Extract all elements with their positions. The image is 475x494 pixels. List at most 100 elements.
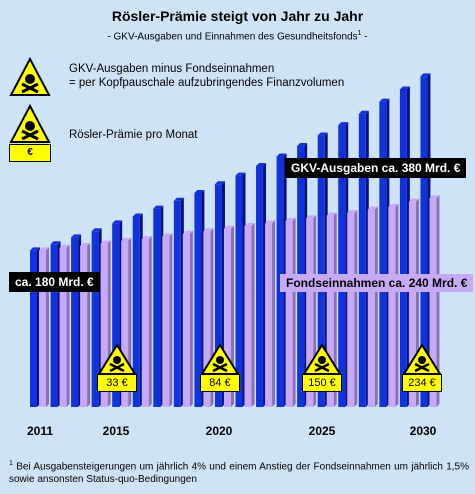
bar-front <box>223 228 231 407</box>
bar-side <box>66 244 70 407</box>
bar-front <box>429 198 437 407</box>
x-tick-label: 2015 <box>102 424 130 438</box>
bar-side <box>230 225 234 407</box>
bar-top <box>244 223 255 227</box>
gkv-bar <box>173 197 184 407</box>
fonds-bar <box>162 233 173 407</box>
bar-front <box>367 209 375 407</box>
premium-value: 150 € <box>302 374 342 392</box>
legend-item1-line1: GKV-Ausgaben minus Fondseinnahmen <box>69 63 275 75</box>
bar-front <box>285 220 293 407</box>
bar-top <box>285 217 296 221</box>
bar-top <box>399 86 410 90</box>
bar-front <box>153 208 161 407</box>
bar-top <box>91 228 102 232</box>
bar-top <box>162 233 173 237</box>
bar-top <box>317 132 328 136</box>
bar-front <box>173 200 181 407</box>
bar-top <box>420 73 431 77</box>
bar-front <box>420 76 428 408</box>
bar-front <box>59 247 67 407</box>
bar-top <box>367 206 378 210</box>
footnote-mark: 1 <box>9 460 13 467</box>
bar-front <box>399 89 407 407</box>
bar-top <box>379 98 390 102</box>
bar-top <box>306 215 317 219</box>
gkv-end-label: GKV-Ausgaben ca. 380 Mrd. € <box>285 158 467 178</box>
bar-front <box>338 125 346 408</box>
bar-top <box>429 195 440 199</box>
bar-side <box>169 233 173 407</box>
bar-front <box>306 218 314 407</box>
chart-subtitle: - GKV-Ausgaben und Einnahmen des Gesundh… <box>107 30 368 43</box>
fonds-bar <box>285 217 296 407</box>
x-tick-label: 2025 <box>308 424 336 438</box>
hazard-icon <box>97 343 137 375</box>
bar-front <box>244 226 252 407</box>
bar-top <box>203 228 214 232</box>
premium-value: 33 € <box>97 374 137 392</box>
bar-front <box>50 244 58 407</box>
fonds-bar <box>388 203 399 407</box>
bar-front <box>132 216 140 407</box>
start-value-label: ca. 180 Mrd. € <box>9 272 100 292</box>
bar-top <box>173 197 184 201</box>
gkv-bar <box>358 110 369 407</box>
subtitle-text: - GKV-Ausgaben und Einnahmen des Gesundh… <box>107 31 358 43</box>
bar-top <box>121 237 132 241</box>
bar-front <box>39 250 46 407</box>
bar-front <box>80 246 88 407</box>
fonds-bar <box>80 243 91 407</box>
hazard-icon <box>200 343 240 375</box>
bar-front <box>91 231 99 407</box>
bar-side <box>395 203 399 407</box>
gkv-bar <box>153 205 164 407</box>
fonds-bar <box>429 195 440 407</box>
bar-side <box>272 220 276 407</box>
x-tick-label: 2030 <box>409 424 437 438</box>
premium-value: 84 € <box>200 374 240 392</box>
bar-top <box>338 122 349 126</box>
bar-top <box>141 236 152 240</box>
bar-front <box>358 113 366 407</box>
fonds-end-label: Fondseinnahmen ca. 240 Mrd. € <box>280 274 474 292</box>
bar-front <box>326 215 334 407</box>
fonds-bar <box>326 212 337 407</box>
fonds-bar <box>244 223 255 407</box>
bar-front <box>112 223 120 407</box>
premium-marker: 150 € <box>302 343 342 392</box>
fonds-bar <box>265 220 276 407</box>
premium-value: 234 € <box>402 374 442 392</box>
bar-top <box>59 244 70 248</box>
bar-side <box>374 206 378 407</box>
premium-marker: 234 € <box>402 343 442 392</box>
bar-front <box>30 250 37 407</box>
bar-side <box>189 230 193 407</box>
bar-front <box>214 184 222 407</box>
bar-top <box>132 213 143 217</box>
bar-top <box>182 230 193 234</box>
bar-top <box>223 225 234 229</box>
legend-item1-line2: = per Kopfpauschale aufzubringendes Fina… <box>69 77 345 89</box>
bar-top <box>80 243 91 247</box>
bar-top <box>30 247 40 251</box>
fonds-bar <box>59 244 70 407</box>
euro-box: € <box>9 144 51 162</box>
bar-side <box>87 243 91 407</box>
x-tick-label: 2011 <box>26 424 54 438</box>
bar-top <box>276 153 287 157</box>
bar-top <box>297 143 308 146</box>
bars-group <box>30 73 440 408</box>
bar-side <box>292 217 296 407</box>
bar-front <box>203 231 211 407</box>
bar-front <box>194 192 202 407</box>
bar-top <box>39 247 49 251</box>
fonds-bar <box>223 225 234 407</box>
bar-top <box>112 220 123 224</box>
bar-side <box>148 236 152 407</box>
bar-top <box>153 205 164 209</box>
hazard-icon <box>9 104 51 143</box>
bar-top <box>388 203 399 207</box>
